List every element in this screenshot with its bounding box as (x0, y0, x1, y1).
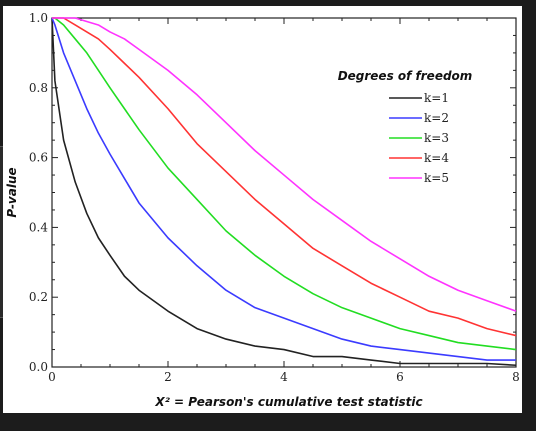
legend-title: Degrees of freedom (338, 69, 473, 83)
legend-label-k3: k=3 (424, 131, 449, 145)
series-line-k1 (51, 17, 517, 367)
x-tick-label: 2 (164, 370, 172, 384)
y-tick-label: 0.4 (29, 220, 48, 234)
y-tick-label: 0.2 (29, 290, 48, 304)
series-line-k2 (51, 17, 516, 361)
series-lines (51, 17, 517, 367)
legend-label-k4: k=4 (424, 151, 449, 165)
x-axis-label: X² = Pearson's cumulative test statistic (154, 395, 422, 409)
y-axis-label: P-value (5, 167, 19, 217)
y-tick-label: 0.0 (29, 360, 48, 374)
series-line-k3 (52, 17, 517, 351)
x-tick-label: 6 (396, 370, 404, 384)
x-tick-label: 4 (280, 370, 288, 384)
chi-square-pvalue-chart: 0 2 4 6 8 0.0 0.2 0.4 0.6 0.8 1.0 Degrees of freed… (5, 11, 520, 409)
legend: Degrees of freedom k=1 k=2 k=3 k=4 k=5 (338, 69, 473, 185)
x-tick-label: 8 (512, 370, 520, 384)
series-line-k5 (52, 17, 517, 312)
y-tick-label: 0.8 (29, 81, 48, 95)
y-tick-label: 1.0 (29, 11, 48, 25)
axis-ticks: 0 2 4 6 8 0.0 0.2 0.4 0.6 0.8 1.0 (29, 11, 520, 384)
x-tick-label: 0 (48, 370, 56, 384)
legend-label-k2: k=2 (424, 111, 449, 125)
legend-label-k5: k=5 (424, 171, 449, 185)
legend-label-k1: k=1 (424, 91, 449, 105)
series-line-k4 (52, 17, 517, 337)
y-tick-label: 0.6 (29, 151, 48, 165)
chart-panel: 0 2 4 6 8 0.0 0.2 0.4 0.6 0.8 1.0 Degrees of freed… (3, 6, 522, 413)
